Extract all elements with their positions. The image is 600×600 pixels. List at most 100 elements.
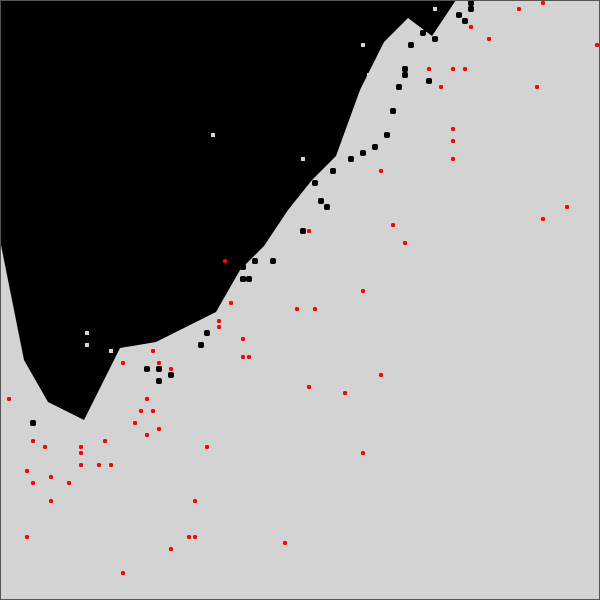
red-piece [7, 397, 11, 401]
territory-edge-cell [330, 168, 336, 174]
territory-edge-cell [462, 18, 468, 24]
red-piece [133, 421, 137, 425]
territory-gap-cell [367, 73, 371, 77]
red-piece [67, 481, 71, 485]
red-piece [31, 481, 35, 485]
territory-edge-cell [156, 378, 162, 384]
red-piece [541, 1, 545, 5]
territory-gap-cell [415, 55, 419, 59]
territory-gap-cell [13, 373, 17, 377]
territory-gap-cell [85, 343, 89, 347]
territory-edge-cell [456, 12, 462, 18]
red-piece [403, 241, 407, 245]
red-piece [361, 289, 365, 293]
territory-gap-cell [445, 31, 449, 35]
red-piece [43, 445, 47, 449]
red-piece [49, 475, 53, 479]
territory-edge-cell [30, 420, 36, 426]
red-piece [439, 85, 443, 89]
red-piece [31, 439, 35, 443]
territory-gap-cell [109, 349, 113, 353]
territory-edge-cell [420, 30, 426, 36]
red-piece [535, 85, 539, 89]
territory-edge-cell [468, 6, 474, 12]
red-piece [343, 391, 347, 395]
territory-edge-cell [252, 258, 258, 264]
territory-edge-cell [318, 198, 324, 204]
territory-edge-cell [360, 150, 366, 156]
red-piece [169, 547, 173, 551]
territory-gap-cell [85, 331, 89, 335]
territory-edge-cell [432, 36, 438, 42]
territory-edge-cell [240, 276, 246, 282]
red-piece [109, 463, 113, 467]
red-piece [307, 385, 311, 389]
territory-edge-cell [240, 264, 246, 270]
territory-gap-cell [211, 133, 215, 137]
red-piece [295, 307, 299, 311]
red-piece [103, 439, 107, 443]
red-piece [151, 409, 155, 413]
red-piece [595, 43, 599, 47]
territory-edge-cell [402, 72, 408, 78]
territory-edge-cell [372, 144, 378, 150]
red-piece [139, 409, 143, 413]
territory-gap-cell [301, 157, 305, 161]
territory-gap-cell [181, 349, 185, 353]
red-piece [541, 217, 545, 221]
red-piece [469, 25, 473, 29]
territory-edge-cell [408, 42, 414, 48]
red-piece [451, 67, 455, 71]
red-piece [145, 433, 149, 437]
territory-edge-cell [396, 84, 402, 90]
red-piece [217, 325, 221, 329]
red-piece [241, 337, 245, 341]
territory-edge-cell [246, 276, 252, 282]
territory-edge-cell [468, 0, 474, 6]
red-piece [25, 535, 29, 539]
territory-gap-cell [433, 7, 437, 11]
territory-gap-cell [463, 13, 467, 17]
territory-edge-cells [30, 0, 474, 426]
red-piece [151, 349, 155, 353]
red-piece [79, 463, 83, 467]
territory-edge-cell [156, 366, 162, 372]
territory-edge-cell [384, 132, 390, 138]
territory-edge-cell [204, 330, 210, 336]
red-piece [79, 445, 83, 449]
red-piece [241, 355, 245, 359]
red-piece [145, 397, 149, 401]
territory-edge-cell [402, 66, 408, 72]
red-piece [247, 355, 251, 359]
red-piece [157, 361, 161, 365]
red-piece [379, 169, 383, 173]
territory-gap-cell [337, 169, 341, 173]
red-piece [121, 361, 125, 365]
territory-gap-cell [397, 31, 401, 35]
red-piece [79, 451, 83, 455]
red-piece [451, 139, 455, 143]
red-piece [229, 301, 233, 305]
territory-edge-cell [312, 180, 318, 186]
territory-edge-cell [348, 156, 354, 162]
red-piece [307, 229, 311, 233]
territory-gap-cell [403, 49, 407, 53]
black-territory [0, 0, 480, 420]
red-piece [451, 157, 455, 161]
territory-gap-cell [289, 211, 293, 215]
red-piece [205, 445, 209, 449]
red-piece [223, 259, 227, 263]
red-piece [427, 67, 431, 71]
territory-gap-cell [169, 337, 173, 341]
red-piece [157, 427, 161, 431]
red-piece [49, 499, 53, 503]
red-piece [391, 223, 395, 227]
red-piece [565, 205, 569, 209]
territory-edge-cell [390, 108, 396, 114]
red-piece [193, 499, 197, 503]
red-piece [187, 535, 191, 539]
territory-edge-cell [168, 372, 174, 378]
red-piece [379, 373, 383, 377]
red-piece [463, 67, 467, 71]
